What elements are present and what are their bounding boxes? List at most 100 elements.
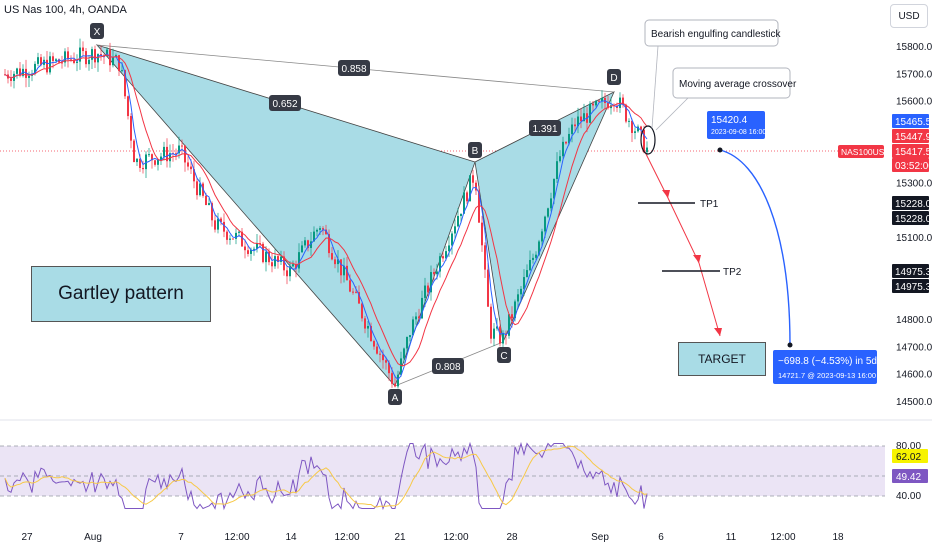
candle-body — [424, 285, 426, 298]
candle — [172, 143, 174, 162]
candle-body — [355, 291, 357, 293]
candle-body — [595, 100, 597, 106]
price-label: 14975.3 — [892, 279, 932, 293]
candle-body — [451, 233, 453, 246]
price-axis-tick: 14800.0 — [896, 315, 932, 326]
candle — [430, 265, 432, 301]
svg-text:03:52:00: 03:52:00 — [895, 161, 932, 172]
candle-body — [265, 251, 267, 263]
candle — [628, 118, 630, 128]
candle-body — [487, 269, 489, 307]
svg-text:−698.8 (−4.53%) in 5d: −698.8 (−4.53%) in 5d — [778, 356, 877, 367]
candle-body — [328, 234, 330, 254]
candle — [166, 138, 168, 168]
currency-button[interactable]: USD — [890, 4, 928, 28]
overlay-layer: 15800.0 15700.0 15600.0 15300.0 15100.0 14800… — [21, 19, 932, 543]
candle-body — [76, 61, 78, 63]
candle-body — [61, 62, 63, 64]
candle — [367, 320, 369, 338]
candle-body — [433, 272, 435, 275]
candle-body — [178, 145, 180, 154]
price-label: 14975.3 — [892, 264, 932, 278]
candle — [334, 256, 336, 269]
candle — [169, 144, 171, 168]
candle-body — [625, 104, 627, 122]
candle-body — [514, 301, 516, 319]
candle-body — [241, 231, 243, 247]
candle-body — [421, 297, 423, 319]
price-label: 15447.9 — [892, 129, 932, 143]
candle-body — [283, 256, 285, 271]
engulfing-circle — [640, 125, 656, 155]
candle — [76, 54, 78, 72]
pattern-point-label: A — [388, 389, 402, 405]
svg-text:49.42: 49.42 — [896, 472, 921, 483]
pattern-name-box: Gartley pattern — [31, 266, 211, 322]
candle — [322, 226, 324, 236]
candle-body — [334, 259, 336, 265]
candle — [598, 99, 600, 103]
candle-body — [145, 154, 147, 170]
candle — [376, 343, 378, 355]
candle-body — [619, 97, 621, 108]
candle — [316, 228, 318, 237]
candle-body — [544, 216, 546, 232]
candle-body — [598, 100, 600, 102]
svg-text:B: B — [472, 146, 479, 157]
candle-body — [139, 158, 141, 168]
candle-body — [91, 49, 93, 60]
candle-body — [550, 198, 552, 209]
candle — [43, 56, 45, 69]
candle-body — [325, 229, 327, 235]
candle-body — [340, 259, 342, 276]
candle — [526, 264, 528, 278]
candle-body — [475, 182, 477, 191]
candle-body — [244, 246, 246, 251]
forecast-end-box: −698.8 (−4.53%) in 5d 14721.7 @ 2023-09-1… — [773, 350, 877, 384]
candle-body — [130, 116, 132, 141]
candle — [412, 316, 414, 336]
candle-body — [469, 175, 471, 202]
candle — [364, 315, 366, 334]
candle-body — [25, 68, 27, 78]
candle-body — [394, 383, 396, 387]
candle-body — [562, 141, 564, 157]
candle — [340, 259, 342, 284]
candle-body — [229, 238, 231, 240]
candle-body — [559, 156, 561, 162]
candle — [157, 159, 159, 171]
rsi-axis-tick: 40.00 — [896, 491, 921, 502]
candle — [562, 136, 564, 159]
candle — [589, 101, 591, 124]
tp1-label: TP1 — [700, 199, 719, 210]
candle — [262, 241, 264, 264]
forecast-start-box: 15420.4 2023-09-08 16:00 — [707, 111, 766, 139]
candle — [484, 242, 486, 279]
candle-body — [193, 169, 195, 182]
candle-body — [280, 256, 282, 262]
candle-body — [46, 59, 48, 73]
candle-body — [43, 59, 45, 65]
candle — [547, 207, 549, 219]
candle — [592, 101, 594, 112]
candle — [571, 117, 573, 143]
candle — [298, 243, 300, 273]
candle-body — [298, 252, 300, 269]
candle — [331, 247, 333, 261]
candle-body — [79, 47, 81, 62]
candle — [370, 322, 372, 342]
svg-text:15417.5: 15417.5 — [895, 147, 932, 158]
candle-body — [358, 292, 360, 304]
candle — [16, 67, 18, 79]
candle-body — [271, 262, 273, 267]
price-label: 15465.5 — [892, 114, 932, 128]
candle-body — [226, 231, 228, 240]
forecast-start-dot — [717, 147, 723, 153]
candle — [244, 239, 246, 259]
candle — [181, 139, 183, 154]
time-axis-tick: 14 — [285, 532, 297, 543]
candle — [415, 312, 417, 325]
time-axis-tick: 12:00 — [334, 532, 359, 543]
candle-body — [448, 245, 450, 252]
candle-body — [217, 218, 219, 230]
